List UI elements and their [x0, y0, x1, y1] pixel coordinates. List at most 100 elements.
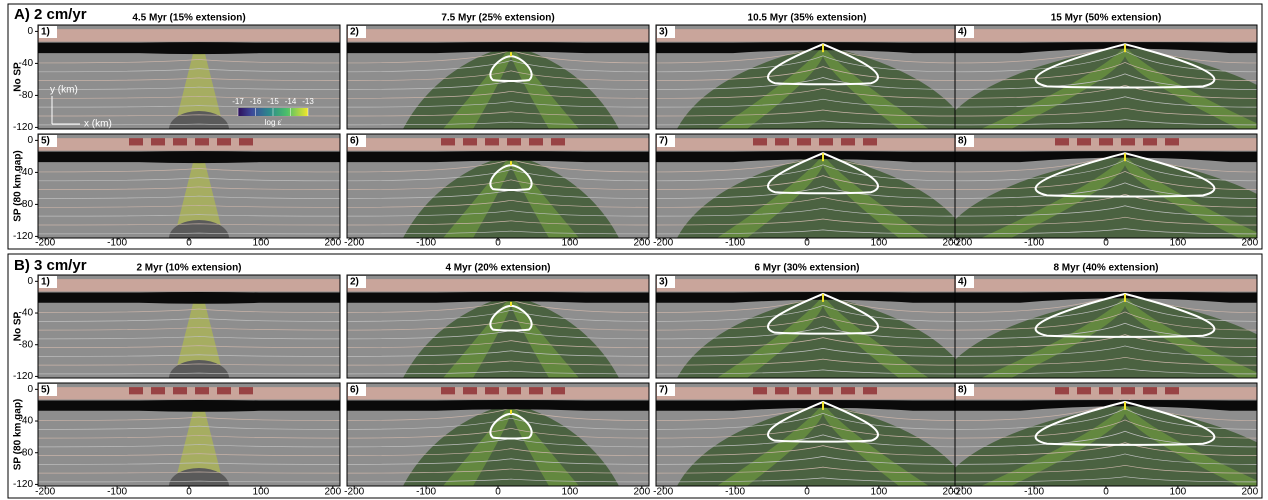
panel: 7)	[656, 134, 969, 238]
sediment	[863, 138, 877, 145]
y-tick-label: -80	[19, 447, 34, 458]
x-tick-label: 100	[1170, 487, 1187, 498]
x-tick-label: 200	[324, 487, 341, 498]
lithosphere	[38, 151, 340, 163]
panel-content	[656, 383, 969, 486]
x-tick-label: -200	[653, 238, 673, 249]
column-title: 4 Myr (20% extension)	[445, 263, 550, 274]
axis-label: x (km)	[84, 119, 112, 130]
x-tick-label: -100	[107, 238, 127, 249]
y-tick-label: -40	[19, 167, 34, 178]
x-tick-label: 0	[495, 487, 501, 498]
lithosphere	[38, 42, 340, 54]
sediment	[173, 138, 187, 145]
x-tick-label: 100	[253, 487, 270, 498]
y-tick-label: -80	[19, 339, 34, 350]
sediment	[151, 387, 165, 394]
sediment	[1143, 387, 1157, 394]
sediment	[551, 387, 565, 394]
crust	[347, 29, 649, 41]
panel: 3)	[656, 275, 969, 378]
panel: 7)	[656, 383, 969, 486]
x-tick-label: -200	[344, 487, 364, 498]
panel-content	[347, 383, 649, 486]
x-tick-label: 100	[562, 238, 579, 249]
lithosphere	[347, 151, 649, 162]
panel: 2)	[347, 275, 649, 378]
y-tick-label: -40	[19, 416, 34, 427]
axis-label: y (km)	[50, 85, 78, 96]
sediment	[1121, 387, 1135, 394]
panel: 4)	[941, 25, 1268, 129]
y-tick-label: -80	[19, 90, 34, 101]
panel: 6)	[347, 383, 649, 486]
sediment	[217, 387, 231, 394]
panel-content	[347, 275, 649, 378]
crust	[38, 279, 340, 291]
panel-content	[656, 25, 969, 129]
sediment	[441, 387, 455, 394]
x-tick-label: 100	[1170, 238, 1187, 249]
panel-number: 3)	[659, 27, 668, 38]
panel-number: 5)	[41, 385, 50, 396]
sediment	[151, 138, 165, 145]
sediment	[775, 138, 789, 145]
sediment	[1077, 138, 1091, 145]
sediment	[129, 138, 143, 145]
sediment	[775, 387, 789, 394]
panel-number: 6)	[350, 136, 359, 147]
row-label: SP (80 km gap)	[13, 399, 24, 471]
x-tick-label: 100	[562, 487, 579, 498]
column-title: 15 Myr (50% extension)	[1051, 13, 1162, 24]
sediment	[1055, 387, 1069, 394]
sediment	[1121, 138, 1135, 145]
x-tick-label: 0	[186, 487, 192, 498]
panel: 2)	[347, 25, 649, 129]
panel-number: 4)	[958, 27, 967, 38]
sediment	[507, 387, 521, 394]
sediment	[753, 138, 767, 145]
x-tick-label: -100	[107, 487, 127, 498]
column-title: 2 Myr (10% extension)	[136, 263, 241, 274]
y-tick-label: -120	[13, 122, 33, 133]
x-tick-label: -100	[1024, 487, 1044, 498]
lithosphere	[347, 292, 649, 303]
sediment	[173, 387, 187, 394]
x-tick-label: -100	[725, 487, 745, 498]
x-tick-label: 0	[1103, 238, 1109, 249]
panel-number: 4)	[958, 277, 967, 288]
x-tick-label: 100	[253, 238, 270, 249]
sediment	[195, 387, 209, 394]
sediment	[1099, 138, 1113, 145]
sediment	[1099, 387, 1113, 394]
panel-content	[941, 275, 1268, 378]
panel-number: 2)	[350, 277, 359, 288]
x-tick-label: 200	[1241, 487, 1258, 498]
sediment	[819, 138, 833, 145]
sediment	[463, 138, 477, 145]
sediment	[819, 387, 833, 394]
figure: A) 2 cm/yr4.5 Myr (15% extension)7.5 Myr…	[0, 0, 1268, 500]
x-tick-label: -100	[416, 238, 436, 249]
y-tick-label: 0	[27, 135, 33, 146]
sediment	[797, 387, 811, 394]
sediment	[1165, 138, 1179, 145]
panel-number: 1)	[41, 27, 50, 38]
sediment	[529, 387, 543, 394]
panel: 4)	[941, 275, 1268, 378]
panel-number: 8)	[958, 385, 967, 396]
crust	[656, 29, 958, 41]
sediment	[441, 138, 455, 145]
sediment	[1165, 387, 1179, 394]
panel-content	[656, 134, 969, 238]
lithosphere	[38, 400, 340, 412]
panel: 8)	[941, 383, 1268, 486]
x-tick-label: -200	[35, 238, 55, 249]
sediment	[863, 387, 877, 394]
colorbar-tick-label: -16	[250, 97, 262, 106]
sediment	[797, 138, 811, 145]
panel-number: 6)	[350, 385, 359, 396]
sediment	[239, 387, 253, 394]
panel-number: 3)	[659, 277, 668, 288]
x-tick-label: 0	[186, 238, 192, 249]
